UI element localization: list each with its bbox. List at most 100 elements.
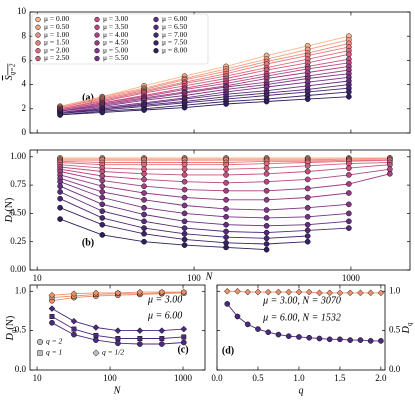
y-tick-label: 0.5: [15, 325, 27, 335]
series-line: [60, 96, 349, 116]
series-line: [60, 73, 349, 112]
marker: [345, 51, 352, 58]
marker: [153, 48, 159, 54]
marker: [306, 334, 313, 341]
marker: [141, 190, 147, 196]
marker: [263, 235, 270, 242]
x-axis-label: N: [113, 385, 122, 396]
marker: [304, 96, 311, 102]
marker: [35, 55, 41, 62]
marker: [93, 337, 99, 343]
marker: [304, 168, 311, 175]
marker: [180, 325, 188, 333]
marker: [255, 326, 261, 332]
marker: [304, 221, 311, 228]
marker: [71, 326, 77, 332]
marker: [346, 289, 354, 297]
y-tick-label: 0: [22, 127, 27, 137]
marker: [263, 165, 270, 171]
marker: [234, 287, 241, 295]
x-tick-label: 100: [103, 373, 117, 383]
marker: [92, 349, 100, 357]
y-axis-label: Dq: [401, 322, 413, 334]
marker: [263, 207, 270, 213]
y-tick-label: 1.0: [389, 285, 401, 295]
x-axis-label: N: [205, 271, 214, 282]
y-label-main: S: [4, 75, 15, 80]
y-label-main: D: [401, 325, 412, 334]
marker: [35, 48, 41, 54]
y-label-main: D: [4, 214, 15, 223]
marker: [223, 228, 229, 235]
legend-label: μ = 4.00: [103, 30, 128, 39]
marker: [304, 233, 311, 239]
marker: [263, 229, 270, 236]
legend-label: q = 2: [46, 337, 63, 346]
marker: [136, 288, 144, 296]
marker: [35, 24, 41, 30]
marker: [94, 24, 100, 30]
marker: [94, 32, 100, 38]
marker: [263, 222, 270, 229]
marker: [94, 55, 100, 62]
marker: [378, 338, 384, 344]
marker: [181, 218, 188, 225]
panel: 0.00 0.25 0.50 0.75 1.00 10 100 1000 (b) N D2(N): [4, 149, 411, 283]
legend-label: μ = 5.00: [103, 45, 128, 54]
legend-frame: [31, 13, 209, 65]
marker: [49, 319, 55, 326]
y-label-tail: (N): [5, 316, 16, 330]
plot-frame: [216, 284, 386, 371]
series-layer: [48, 288, 188, 347]
y-label-tail: (N): [4, 198, 15, 212]
marker: [94, 48, 100, 54]
series-line: [59, 191, 349, 234]
series-line: [59, 181, 349, 219]
x-tick-label: 10: [33, 273, 43, 283]
marker: [141, 204, 147, 211]
marker: [181, 242, 188, 248]
legend-label: μ = 3.50: [103, 22, 128, 31]
marker: [94, 40, 100, 46]
marker: [181, 194, 188, 201]
series-layer: [57, 155, 393, 253]
marker: [180, 288, 188, 296]
y-axis-label: Dq(N): [5, 316, 17, 342]
marker: [263, 196, 270, 203]
y-tick-label: 2: [22, 103, 27, 113]
y-tick-label: 0.5: [389, 325, 401, 335]
marker: [36, 338, 44, 346]
y-tick-label: 0.0: [15, 364, 27, 374]
marker: [92, 289, 100, 297]
marker: [265, 329, 272, 336]
panel: 0.0 0.5 1.0 10 100 1000 q = 2 q = 1 q = 1/2 μ = 3…: [5, 284, 206, 396]
series-line: [60, 65, 349, 112]
legend-label: μ = 2.00: [44, 45, 69, 54]
marker: [141, 183, 147, 190]
marker: [158, 341, 165, 347]
marker: [244, 321, 251, 328]
x-tick-label: 1.0: [293, 373, 305, 383]
marker: [305, 288, 313, 296]
marker: [345, 89, 352, 95]
marker: [304, 162, 311, 169]
marker: [223, 221, 229, 228]
legend-label: μ = 8.00: [162, 45, 187, 54]
plot-frame: [29, 284, 206, 371]
marker: [99, 221, 106, 228]
series-line: [59, 39, 349, 107]
marker: [367, 289, 375, 297]
marker: [48, 291, 56, 299]
marker: [141, 218, 147, 225]
marker: [35, 16, 41, 23]
legend-label: μ = 0.00: [44, 14, 69, 23]
marker: [377, 289, 385, 297]
y-tick-label: 0.0: [389, 364, 401, 374]
series-line: [60, 87, 349, 115]
marker: [57, 112, 63, 118]
marker: [347, 337, 354, 343]
marker: [37, 350, 43, 356]
marker: [141, 211, 147, 218]
